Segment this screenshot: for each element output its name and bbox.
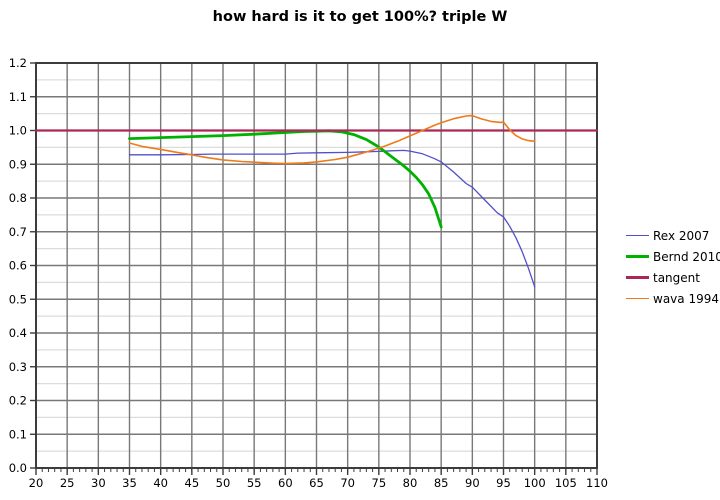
y-tick-label: 0.1 [9, 427, 27, 441]
x-tick-label: 90 [465, 476, 480, 490]
y-tick-label: 0.5 [9, 292, 27, 306]
x-tick-label: 110 [586, 476, 608, 490]
y-tick-label: 0.6 [9, 259, 27, 273]
x-tick-label: 95 [496, 476, 511, 490]
x-axis: 20 25 30 35 40 45 50 55 60 65 70 75 80 85 90 95 100 105 11… [29, 469, 608, 490]
y-tick-label: 0.7 [9, 225, 27, 239]
legend-line-sample-wava-1994 [626, 297, 649, 300]
x-tick-label: 40 [153, 476, 168, 490]
y-tick-label: 0.9 [9, 157, 27, 171]
x-tick-label: 25 [60, 476, 75, 490]
legend-label-tangent: tangent [653, 270, 700, 285]
y-tick-label: 0.0 [9, 461, 27, 475]
major-gridlines [35, 62, 598, 469]
x-tick-label: 70 [340, 476, 355, 490]
legend-line-sample-bernd-2010 [626, 255, 649, 258]
legend-label-bernd-2010: Bernd 2010 [653, 249, 720, 264]
y-tick-label: 0.3 [9, 360, 27, 374]
series-bernd-2010 [128, 129, 443, 229]
x-tick-label: 80 [403, 476, 418, 490]
x-tick-label: 75 [372, 476, 387, 490]
y-tick-label: 1.0 [9, 124, 27, 138]
x-tick-label: 100 [524, 476, 546, 490]
x-tick-label: 55 [247, 476, 262, 490]
legend-label-rex-2007: Rex 2007 [653, 228, 710, 243]
y-tick-label: 1.2 [9, 56, 27, 70]
x-tick-label: 35 [122, 476, 137, 490]
y-tick-label: 0.2 [9, 394, 27, 408]
legend-item-bernd-2010: Bernd 2010 [626, 246, 720, 267]
series-wava-1994 [128, 114, 536, 165]
y-tick-label: 1.1 [9, 90, 27, 104]
y-tick-label: 0.8 [9, 191, 27, 205]
plot-border [35, 62, 598, 469]
x-tick-label: 30 [91, 476, 106, 490]
y-axis: 0.0 0.1 0.2 0.3 0.4 0.5 0.6 0.7 0.8 0.9 1.0 1.1 1.2 [9, 56, 35, 475]
legend-item-wava-1994: wava 1994 [626, 288, 720, 309]
x-tick-label: 105 [555, 476, 577, 490]
legend-label-wava-1994: wava 1994 [653, 291, 719, 306]
legend-line-sample-rex-2007 [626, 234, 649, 237]
legend-item-rex-2007: Rex 2007 [626, 225, 720, 246]
x-tick-label: 65 [309, 476, 324, 490]
chart-title: how hard is it to get 100%? triple W [212, 9, 508, 25]
series-rex-2007 [128, 149, 536, 288]
x-tick-label: 45 [185, 476, 200, 490]
legend: Rex 2007 Bernd 2010 tangent wava 1994 [626, 225, 720, 309]
x-tick-label: 50 [216, 476, 231, 490]
x-tick-label: 20 [29, 476, 44, 490]
x-tick-label: 85 [434, 476, 449, 490]
y-tick-label: 0.4 [9, 326, 27, 340]
legend-line-sample-tangent [626, 276, 649, 279]
legend-item-tangent: tangent [626, 267, 720, 288]
x-tick-label: 60 [278, 476, 293, 490]
